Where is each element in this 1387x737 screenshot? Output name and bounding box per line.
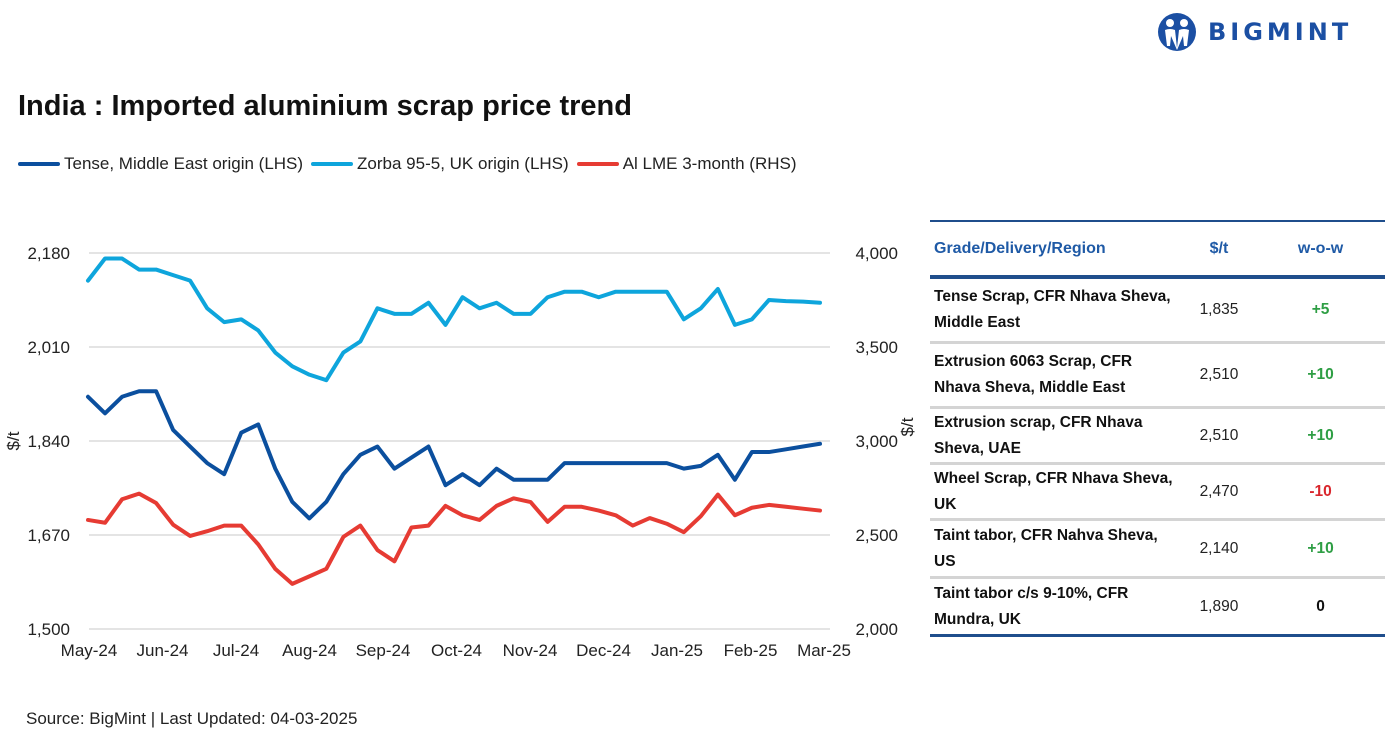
y-right-tick-label: 2,000	[855, 620, 898, 639]
header-wow: w-o-w	[1297, 239, 1344, 257]
price-cell: 1,890	[1199, 597, 1239, 615]
y-left-tick-label: 1,500	[27, 620, 70, 639]
x-tick-label: Dec-24	[576, 641, 631, 660]
bigmint-logo: BIGMINT	[1156, 12, 1352, 52]
y-left-tick-label: 2,180	[27, 244, 70, 263]
grade-cell: Taint tabor, CFR Nahva Sheva, US	[934, 526, 1158, 570]
y-right-tick-label: 3,000	[855, 432, 898, 451]
legend: Tense, Middle East origin (LHS) Zorba 95…	[18, 154, 797, 174]
grade-cell: Extrusion scrap, CFR Nhava Sheva, UAE	[934, 413, 1143, 457]
price-cell: 1,835	[1199, 301, 1239, 318]
wow-cell: 0	[1316, 597, 1325, 615]
y-left-tick-label: 1,840	[27, 432, 70, 451]
wow-cell: +10	[1307, 366, 1334, 383]
legend-label: Tense, Middle East origin (LHS)	[64, 154, 304, 173]
grade-cell: Extrusion 6063 Scrap, CFR Nhava Sheva, M…	[934, 353, 1133, 396]
wow-cell: +10	[1307, 539, 1334, 557]
x-tick-label: Sep-24	[356, 641, 411, 660]
x-tick-label: Jul-24	[213, 641, 259, 660]
table-row: Tense Scrap, CFR Nhava Sheva, Middle Eas…	[930, 279, 1385, 344]
legend-swatch	[576, 162, 619, 166]
table-header: Grade/Delivery/Region $/t w-o-w	[930, 222, 1385, 279]
x-tick-label: May-24	[61, 641, 118, 660]
price-cell: 2,140	[1199, 539, 1239, 557]
wow-cell: -10	[1309, 482, 1332, 500]
x-tick-label: Nov-24	[503, 641, 558, 660]
header-price: $/t	[1209, 239, 1229, 257]
y-left-axis-title: $/t	[4, 431, 23, 450]
y-right-axis-title: $/t	[898, 417, 917, 436]
price-cell: 2,470	[1199, 482, 1239, 500]
legend-item-tense: Tense, Middle East origin (LHS)	[18, 154, 303, 174]
y-left-tick-label: 2,010	[27, 338, 70, 357]
price-cell: 2,510	[1199, 426, 1239, 444]
grade-cell: Taint tabor c/s 9-10%, CFR Mundra, UK	[934, 584, 1129, 628]
table-row: Extrusion 6063 Scrap, CFR Nhava Sheva, M…	[930, 344, 1385, 409]
table-row: Taint tabor, CFR Nahva Sheva, US 2,140 +…	[930, 521, 1385, 579]
y-right-tick-label: 4,000	[855, 244, 898, 263]
legend-item-lme: Al LME 3-month (RHS)	[576, 154, 797, 174]
x-tick-label: Oct-24	[431, 641, 482, 660]
grade-cell: Wheel Scrap, CFR Nhava Sheva, UK	[934, 469, 1173, 513]
brand-name: BIGMINT	[1208, 18, 1353, 46]
wow-cell: +10	[1307, 426, 1334, 444]
table-row: Wheel Scrap, CFR Nhava Sheva, UK 2,470 -…	[930, 465, 1385, 521]
wow-cell: +5	[1311, 301, 1330, 318]
grade-cell: Tense Scrap, CFR Nhava Sheva, Middle Eas…	[934, 288, 1171, 331]
x-tick-label: Jan-25	[651, 641, 703, 660]
table-row: Taint tabor c/s 9-10%, CFR Mundra, UK 1,…	[930, 579, 1385, 634]
series-line-2	[86, 491, 822, 586]
y-right-tick-label: 3,500	[855, 338, 898, 357]
series-line-0	[86, 389, 822, 521]
x-tick-label: Jun-24	[137, 641, 189, 660]
bigmint-logo-icon	[1158, 13, 1196, 51]
x-tick-label: Aug-24	[282, 641, 337, 660]
series-line-1	[86, 256, 822, 383]
legend-label: Al LME 3-month (RHS)	[622, 154, 797, 173]
price-cell: 2,510	[1199, 366, 1239, 383]
legend-item-zorba: Zorba 95-5, UK origin (LHS)	[311, 154, 569, 174]
legend-label: Zorba 95-5, UK origin (LHS)	[357, 154, 569, 173]
x-tick-label: Feb-25	[724, 641, 778, 660]
y-right-tick-label: 2,500	[855, 526, 898, 545]
header-grade: Grade/Delivery/Region	[934, 239, 1106, 257]
legend-swatch	[311, 162, 354, 166]
legend-swatch	[18, 162, 60, 166]
source-note: Source: BigMint | Last Updated: 04-03-20…	[26, 709, 358, 728]
x-tick-label: Mar-25	[797, 641, 851, 660]
line-chart: 1,500 2,000 1,670 2,500 1,840 3,000 2,010 3,500…	[4, 244, 917, 660]
y-left-tick-label: 1,670	[27, 526, 70, 545]
price-table: Grade/Delivery/Region $/t w-o-w Tense Sc…	[930, 220, 1385, 637]
table-row: Extrusion scrap, CFR Nhava Sheva, UAE 2,…	[930, 409, 1385, 465]
chart-title: India : Imported aluminium scrap price t…	[18, 90, 632, 122]
